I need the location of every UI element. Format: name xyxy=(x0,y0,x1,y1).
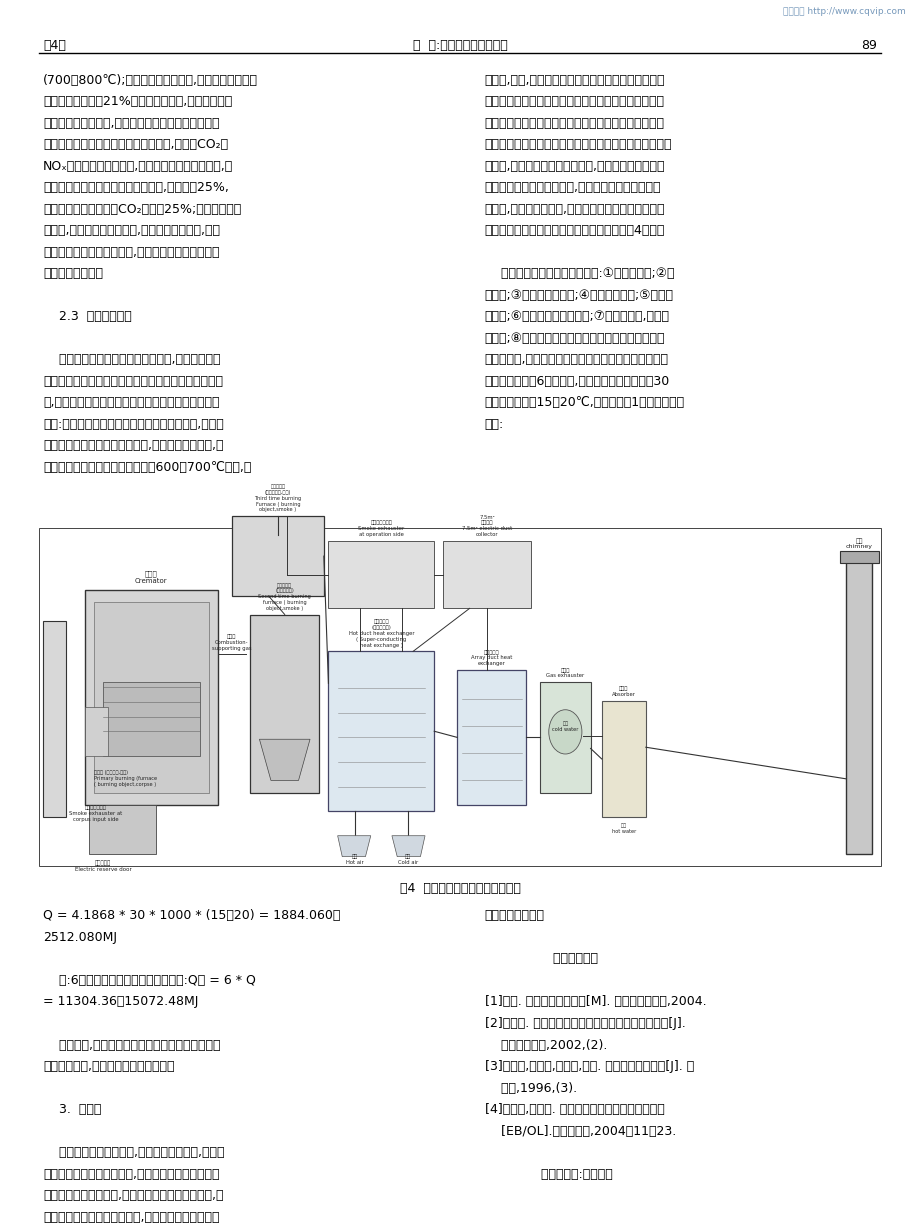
Text: 周围环境的污染。: 周围环境的污染。 xyxy=(43,267,103,280)
Polygon shape xyxy=(259,740,310,780)
Text: 热水
hot water: 热水 hot water xyxy=(611,823,635,834)
Text: 阵列换热器
Array duct heat
exchanger: 阵列换热器 Array duct heat exchanger xyxy=(471,649,512,666)
Text: = 11304.36～15072.48MJ: = 11304.36～15072.48MJ xyxy=(43,995,199,1009)
Text: 【参考文献】: 【参考文献】 xyxy=(484,952,597,966)
Text: 面也可将回收来的热量加以利用,提高能源的利用率,考: 面也可将回收来的热量加以利用,提高能源的利用率,考 xyxy=(43,439,223,452)
Text: 高遗体处理过程中的燃烧效率,是解决我国火化设备高: 高遗体处理过程中的燃烧效率,是解决我国火化设备高 xyxy=(43,1211,220,1224)
Text: 热风管技术不仅可节省能量,同时可较好地减少烟气对: 热风管技术不仅可节省能量,同时可较好地减少烟气对 xyxy=(43,246,220,259)
Text: 主燃室 (迅烧对象,产假)
Primary burning (furnace
( burning object,corpse ): 主燃室 (迅烧对象,产假) Primary burning (furnace (… xyxy=(94,769,157,787)
Text: 图4  水冷式列管换热器的安装方法: 图4 水冷式列管换热器的安装方法 xyxy=(399,882,520,896)
Text: 则:6台火化机每小时可回收的热量为:Q总 = 6 * Q: 则:6台火化机每小时可回收的热量为:Q总 = 6 * Q xyxy=(43,973,255,987)
Text: 受限制;⑥工质循环无功率消耗;⑦可提高壁温,减轻低: 受限制;⑥工质循环无功率消耗;⑦可提高壁温,减轻低 xyxy=(484,310,669,323)
Bar xyxy=(845,553,871,854)
Text: 减少高温烟气对环境的污染,同时还可为殡葬单位带来: 减少高温烟气对环境的污染,同时还可为殡葬单位带来 xyxy=(43,1168,220,1181)
Text: 生产面端部废量
Smoke exhauster at
corpus input side: 生产面端部废量 Smoke exhauster at corpus input … xyxy=(69,805,122,822)
Bar xyxy=(85,590,218,805)
Text: 量为:: 量为: xyxy=(484,418,504,431)
Text: 冷空
Cold air: 冷空 Cold air xyxy=(397,854,417,865)
Text: [1]卢军. 火化机原理与操作[M]. 中国社会出版社,2004.: [1]卢军. 火化机原理与操作[M]. 中国社会出版社,2004. xyxy=(484,995,706,1009)
Text: 路径长,因此,火化机常采用水冷式列管换热器作为热量: 路径长,因此,火化机常采用水冷式列管换热器作为热量 xyxy=(484,74,664,87)
Text: 回收后,排烟温度大幅度降低,减少热污染。因此,采用: 回收后,排烟温度大幅度降低,减少热污染。因此,采用 xyxy=(43,224,220,237)
Text: 冷式列管换热器在火化机的安装方法一般如图4所示。: 冷式列管换热器在火化机的安装方法一般如图4所示。 xyxy=(484,224,664,237)
Text: 业炉,1996,(3).: 业炉,1996,(3). xyxy=(484,1082,576,1095)
Text: 操作面排烟装置
Smoke exhauster
at operation side: 操作面排烟装置 Smoke exhauster at operation sid… xyxy=(357,520,404,537)
Text: 热量大;③适用温度范围广;④热流密度可调;⑤热源不: 热量大;③适用温度范围广;④热流密度可调;⑤热源不 xyxy=(484,289,673,302)
Bar xyxy=(539,682,590,793)
Text: 交换的主要部件。水冷式列管换热器主要是由箱体、封: 交换的主要部件。水冷式列管换热器主要是由箱体、封 xyxy=(484,96,664,108)
Text: 中国设备工程,2002,(2).: 中国设备工程,2002,(2). xyxy=(484,1039,607,1052)
Text: 流中注入燃油或燃气,使燃料在低氧状态下燃烧。遗体: 流中注入燃油或燃气,使燃料在低氧状态下燃烧。遗体 xyxy=(43,117,220,130)
Bar xyxy=(89,805,156,854)
Text: Q = 4.1868 * 30 * 1000 * (15～20) = 1884.060～: Q = 4.1868 * 30 * 1000 * (15～20) = 1884.… xyxy=(43,909,340,923)
Text: 2.3  余热回收技术: 2.3 余热回收技术 xyxy=(43,310,131,323)
Text: 热器中,一般是冷却水在管内流动,烟气在管间流动。管: 热器中,一般是冷却水在管内流动,烟气在管间流动。管 xyxy=(484,160,664,173)
Text: 能耗的必由之路。: 能耗的必由之路。 xyxy=(484,909,544,923)
Text: 吨的水温度提高15～20℃,每台火化机1小时可回收热: 吨的水温度提高15～20℃,每台火化机1小时可回收热 xyxy=(484,396,685,409)
Text: 对火化机烟气的余热进行有效回收,也是火化机节: 对火化机烟气的余热进行有效回收,也是火化机节 xyxy=(43,353,221,366)
Text: 盖和蒸子组成。蒸子是由一组焊接在柜体上的换热管、: 盖和蒸子组成。蒸子是由一组焊接在柜体上的换热管、 xyxy=(484,117,664,130)
Text: 温腐蚀;⑧使用寿命比较长。通过水冷式列管换热器加: 温腐蚀;⑧使用寿命比较长。通过水冷式列管换热器加 xyxy=(484,332,664,345)
Text: 引汇机
Gas exhauster: 引汇机 Gas exhauster xyxy=(546,667,584,678)
Bar xyxy=(250,614,319,793)
Bar xyxy=(601,701,645,817)
Text: 卢  军:火化机节能技术研究: 卢 军:火化机节能技术研究 xyxy=(413,39,506,52)
Text: 折流板、旁路挡板、拉板和定距板组成。在水冷式列管换: 折流板、旁路挡板、拉板和定距板组成。在水冷式列管换 xyxy=(484,138,672,151)
Bar xyxy=(39,528,880,866)
Text: 89: 89 xyxy=(860,39,876,52)
Text: 冷水
cold water: 冷水 cold water xyxy=(551,721,578,732)
Text: 气形成含氧量低于21%的低氧高温气流,同时向这股气: 气形成含氧量低于21%的低氧高温气流,同时向这股气 xyxy=(43,96,233,108)
Text: 维普资讯 http://www.cqvip.com: 维普资讯 http://www.cqvip.com xyxy=(783,7,905,16)
Text: 排放量大幅度减少。由于提高热效率,燃料减少25%,: 排放量大幅度减少。由于提高热效率,燃料减少25%, xyxy=(43,181,229,194)
Text: 三次燃烧室
(烟气排放后,烟气)
Third time burning
Furnace ( burning
object,smoke ): 三次燃烧室 (烟气排放后,烟气) Third time burning Furn… xyxy=(254,484,301,512)
Text: 2512.080MJ: 2512.080MJ xyxy=(43,932,117,944)
Text: 折前进,从而完成热交换,达到降低烟气温度的目的。水: 折前进,从而完成热交换,达到降低烟气温度的目的。水 xyxy=(484,203,664,216)
Text: 整个燃烧过程是在高温低氧条件下进行,不但含CO₂和: 整个燃烧过程是在高温低氧条件下进行,不但含CO₂和 xyxy=(43,138,228,151)
Polygon shape xyxy=(337,836,370,857)
Bar xyxy=(457,670,526,805)
Bar xyxy=(85,707,108,756)
Text: 假如某殡仪馆有6台火化机,每台换热器每小时可将30: 假如某殡仪馆有6台火化机,每台换热器每小时可将30 xyxy=(484,375,669,388)
Text: NOₓ烟气的排放体积减少,而且排放浓度也有所降低,总: NOₓ烟气的排放体积减少,而且排放浓度也有所降低,总 xyxy=(43,160,233,173)
Text: 热管换热器
(超导换热器)
Hot duct heat exchanger
( Super-conducting
heat exchange ): 热管换热器 (超导换热器) Hot duct heat exchanger ( … xyxy=(348,619,414,648)
Bar xyxy=(232,516,323,596)
Text: 3.  结束语: 3. 结束语 xyxy=(43,1104,101,1116)
Text: 火化机
Cremator: 火化机 Cremator xyxy=(135,570,167,584)
Bar xyxy=(839,551,878,563)
Text: 二次燃烧室
(应对所支量)
Second time burning
furnace ( burning
object,smoke ): 二次燃烧室 (应对所支量) Second time burning furnac… xyxy=(258,583,311,611)
Text: [4]谢善清,吴道洪. 高温空气燃烧技术的研究与应用: [4]谢善清,吴道洪. 高温空气燃烧技术的研究与应用 xyxy=(484,1104,664,1116)
Text: 7.5m²
电收尘器
7.5m² electric dust
collector: 7.5m² 电收尘器 7.5m² electric dust collector xyxy=(461,515,512,537)
Text: 量,该技术已十分成熟。通过换热器回收烟气中的有效: 量,该技术已十分成熟。通过换热器回收烟气中的有效 xyxy=(43,396,220,409)
Bar xyxy=(328,651,434,811)
Text: 由此可见,采用水冷式列管换热器对火化机的烟气: 由此可见,采用水冷式列管换热器对火化机的烟气 xyxy=(43,1039,221,1052)
Text: 第4期: 第4期 xyxy=(43,39,66,52)
Text: 能的一项有效措施。利用换热器来回收火化机烟气的热: 能的一项有效措施。利用换热器来回收火化机烟气的热 xyxy=(43,375,223,388)
Text: (700～800℃);高温空气进入炉膛后,卷吸周围炉内的烟: (700～800℃);高温空气进入炉膛后,卷吸周围炉内的烟 xyxy=(43,74,258,87)
Text: 水冷式列管换热器的主要特点:①传热性能好;②传: 水冷式列管换热器的主要特点:①传热性能好;②传 xyxy=(484,267,674,280)
Text: [3]高仲龙,张欣欣,董补金,温洽. 工业炉窑节能技术[J]. 工: [3]高仲龙,张欣欣,董补金,温洽. 工业炉窑节能技术[J]. 工 xyxy=(484,1059,693,1073)
Polygon shape xyxy=(391,836,425,857)
Text: 相应的各种燃烧产物如CO₂也减少25%;烟气中的显热: 相应的各种燃烧产物如CO₂也减少25%;烟气中的显热 xyxy=(43,203,241,216)
Text: 电动损绝门
Electric reserve door: 电动损绝门 Electric reserve door xyxy=(74,860,131,871)
Text: 烟囱
chimney: 烟囱 chimney xyxy=(845,538,872,549)
Text: 虑到火化机排放烟气的温度通常在600～700℃以上,且: 虑到火化机排放烟气的温度通常在600～700℃以上,且 xyxy=(43,461,251,474)
Text: （责任编辑:龚中良）: （责任编辑:龚中良） xyxy=(484,1168,612,1181)
Text: [2]宿孝田. 利用换管技术回收小型燃油锅炉烟气余热[J].: [2]宿孝田. 利用换管技术回收小型燃油锅炉烟气余热[J]. xyxy=(484,1018,685,1030)
Text: 热后的热水,可用于殡仪馆的供暖、生活用水、发电等。: 热后的热水,可用于殡仪馆的供暖、生活用水、发电等。 xyxy=(484,353,668,366)
Text: 可观的经济效益。因此,不断完善火化机的节能技术,提: 可观的经济效益。因此,不断完善火化机的节能技术,提 xyxy=(43,1190,223,1202)
Bar xyxy=(43,621,66,817)
Text: 内流动的水可以设计为单程,也可设计为双程或多程曲: 内流动的水可以设计为单程,也可设计为双程或多程曲 xyxy=(484,181,661,194)
Text: 热量:一方面可减少高温烟气对周围环境的影响,另一方: 热量:一方面可减少高温烟气对周围环境的影响,另一方 xyxy=(43,418,223,431)
Text: 余热进行回收,可获得较大的经济效益。: 余热进行回收,可获得较大的经济效益。 xyxy=(43,1059,175,1073)
Bar xyxy=(103,682,199,756)
Text: 通过以上分析可以看出,对火化机节能改造,不仅可: 通过以上分析可以看出,对火化机节能改造,不仅可 xyxy=(43,1147,224,1159)
Circle shape xyxy=(549,710,581,755)
Text: 助燃风
Combustion-
supporting gas: 助燃风 Combustion- supporting gas xyxy=(211,634,252,651)
Bar xyxy=(328,541,434,608)
Text: 热空
Hot air: 热空 Hot air xyxy=(346,854,363,865)
Text: 净化器
Absorber: 净化器 Absorber xyxy=(611,686,635,697)
Bar xyxy=(94,602,209,793)
Text: [EB/OL].佳工机电网,2004－11－23.: [EB/OL].佳工机电网,2004－11－23. xyxy=(484,1125,675,1138)
Bar xyxy=(443,541,530,608)
